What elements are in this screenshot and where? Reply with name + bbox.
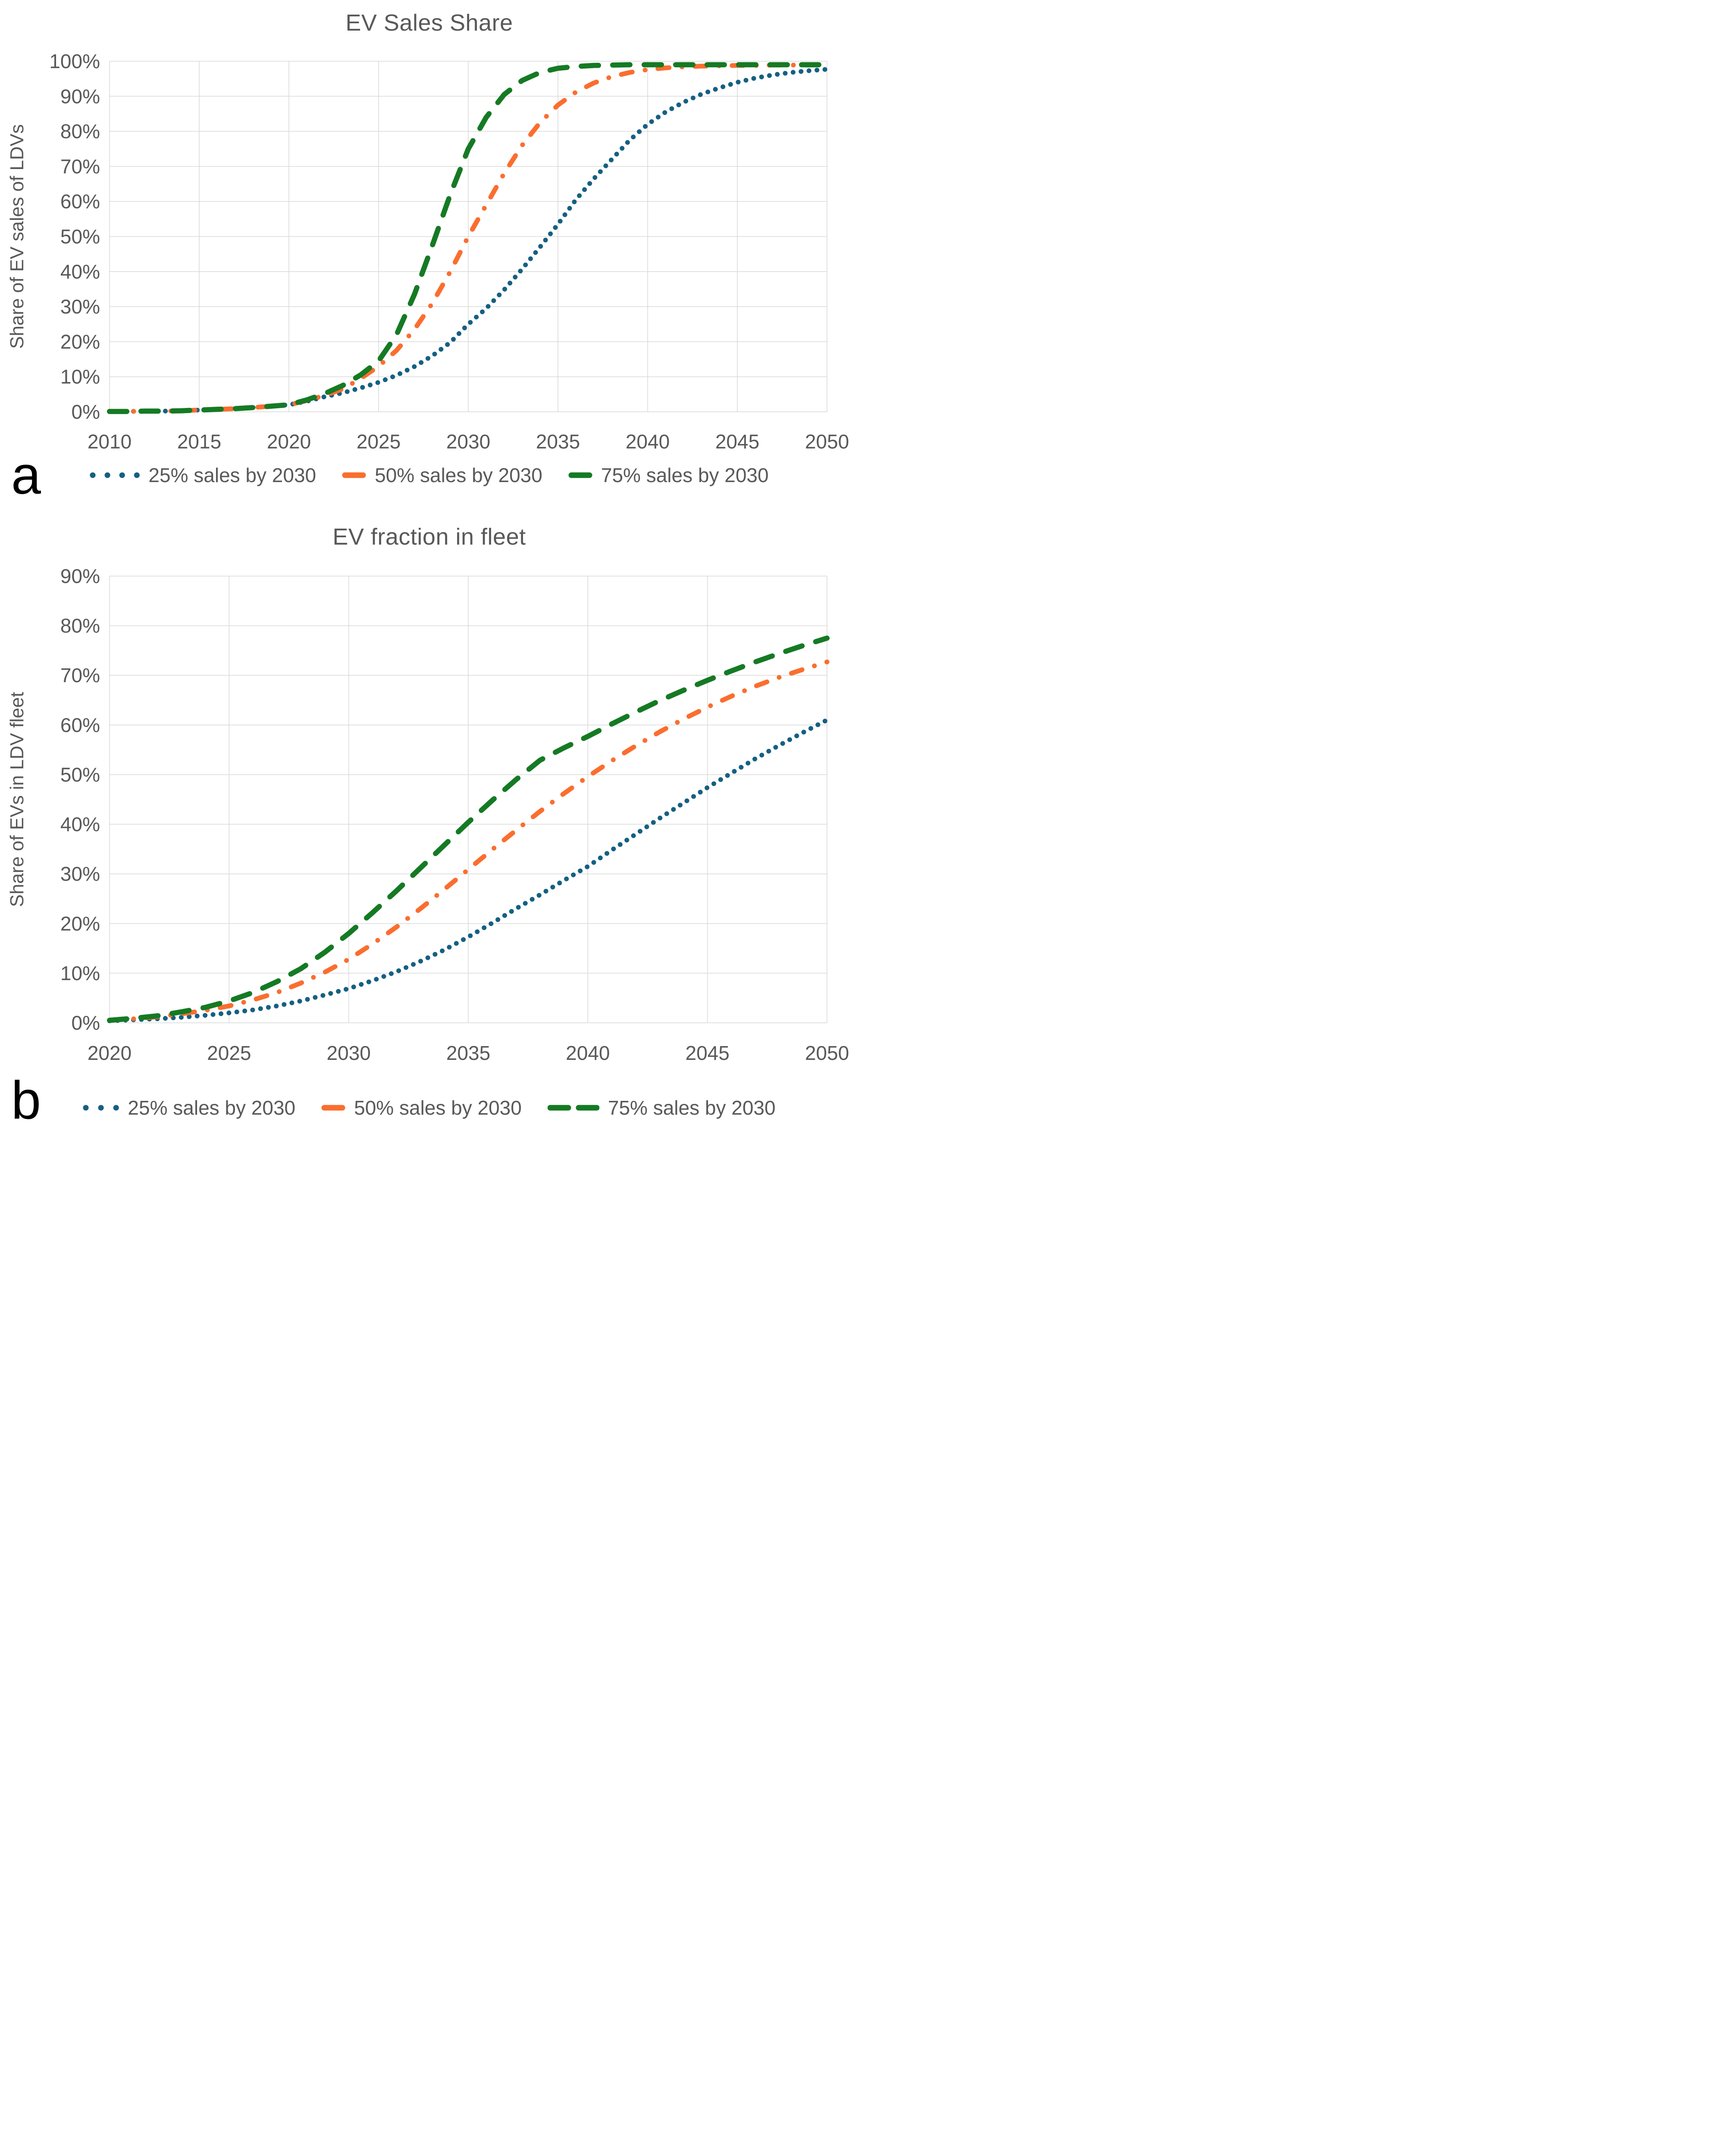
ev-fleet-fraction-chart: 0% 10% 20% 30% 40% 50% 60% 70% 80% 90% 2020 2025 203…: [6, 565, 849, 1064]
y-tick-label: 50%: [60, 763, 100, 786]
y-tick-label: 50%: [60, 226, 100, 248]
dash-line-icon: [568, 472, 592, 478]
panel-a-letter: a: [11, 446, 41, 505]
y-tick-label: 80%: [60, 614, 100, 637]
y-tick-label: 20%: [60, 330, 100, 353]
y-tick-label: 70%: [60, 664, 100, 686]
dotted-line-icon: [83, 1105, 119, 1111]
x-tick-label: 2050: [805, 1042, 849, 1064]
x-tick-label: 2030: [446, 430, 490, 453]
x-tick-label: 2025: [207, 1042, 251, 1064]
series-75pct-line: [107, 635, 830, 1023]
chart-b-title: EV fraction in fleet: [332, 524, 526, 550]
x-tick-label: 2035: [536, 430, 580, 453]
legend-item-75pct: 75% sales by 2030: [568, 464, 769, 487]
y-tick-label: 30%: [60, 863, 100, 885]
x-tick-label: 2020: [267, 430, 311, 453]
series-75pct-line: [107, 62, 830, 414]
y-tick-label: 40%: [60, 260, 100, 283]
legend-label-50pct: 50% sales by 2030: [354, 1097, 522, 1119]
y-tick-label: 0%: [72, 1012, 100, 1034]
dash-line-icon: [547, 1105, 599, 1111]
dash-line-icon: [342, 472, 366, 478]
chart-a-legend: a 25% sales by 2030 50% sales by 2030 75…: [0, 449, 858, 502]
chart-b-legend: b 25% sales by 2030 50% sales by 2030 75…: [0, 1074, 858, 1127]
legend-item-50pct: 50% sales by 2030: [321, 1096, 522, 1119]
ev-sales-share-chart: 0% 10% 20% 30% 40% 50% 60% 70% 80% 90% 100% 2010 201…: [6, 50, 849, 453]
legend-label-50pct: 50% sales by 2030: [375, 464, 542, 486]
x-tick-label: 2010: [88, 430, 132, 453]
y-tick-label: 0%: [72, 401, 100, 423]
x-tick-label: 2030: [326, 1042, 370, 1064]
panel-b: 0% 10% 20% 30% 40% 50% 60% 70% 80% 90% 2020 2025 203…: [0, 505, 858, 1129]
y-tick-label: 80%: [60, 120, 100, 143]
panel-a: 0% 10% 20% 30% 40% 50% 60% 70% 80% 90% 100% 2010 201…: [0, 0, 858, 505]
legend-item-75pct: 75% sales by 2030: [547, 1096, 776, 1119]
x-tick-label: 2040: [566, 1042, 610, 1064]
y-axis-title: Share of EV sales of LDVs: [6, 124, 28, 349]
legend-label-25pct: 25% sales by 2030: [128, 1097, 296, 1119]
x-tick-label: 2045: [685, 1042, 729, 1064]
legend-item-25pct: 25% sales by 2030: [90, 464, 316, 487]
y-axis-title: Share of EVs in LDV fleet: [6, 692, 28, 907]
chart-a-title: EV Sales Share: [345, 10, 513, 36]
y-tick-label: 70%: [60, 155, 100, 178]
series-50pct-line: [107, 659, 830, 1023]
y-tick-label: 60%: [60, 190, 100, 213]
legend-item-50pct: 50% sales by 2030: [342, 464, 542, 487]
x-tick-label: 2020: [88, 1042, 132, 1064]
legend-label-75pct: 75% sales by 2030: [608, 1097, 776, 1119]
series-25pct-line: [107, 718, 830, 1023]
dotted-line-icon: [90, 472, 140, 478]
y-tick-label: 10%: [60, 366, 100, 388]
x-tick-label: 2015: [177, 430, 221, 453]
x-tick-label: 2050: [805, 430, 849, 453]
y-tick-label: 40%: [60, 813, 100, 836]
y-tick-label: 100%: [49, 50, 100, 72]
legend-item-25pct: 25% sales by 2030: [83, 1096, 295, 1119]
dash-line-icon: [321, 1105, 345, 1111]
y-tick-label: 90%: [60, 85, 100, 107]
x-tick-label: 2035: [446, 1042, 490, 1064]
y-tick-label: 60%: [60, 714, 100, 736]
panel-b-letter: b: [11, 1071, 41, 1130]
x-tick-label: 2045: [715, 430, 759, 453]
y-tick-label: 30%: [60, 295, 100, 318]
y-tick-label: 90%: [60, 565, 100, 587]
y-tick-label: 10%: [60, 962, 100, 984]
legend-label-75pct: 75% sales by 2030: [601, 464, 769, 486]
x-tick-label: 2025: [357, 430, 401, 453]
y-tick-label: 20%: [60, 912, 100, 935]
legend-label-25pct: 25% sales by 2030: [148, 464, 316, 486]
x-tick-label: 2040: [626, 430, 670, 453]
figure-page: 0% 10% 20% 30% 40% 50% 60% 70% 80% 90% 100% 2010 201…: [0, 0, 858, 1129]
